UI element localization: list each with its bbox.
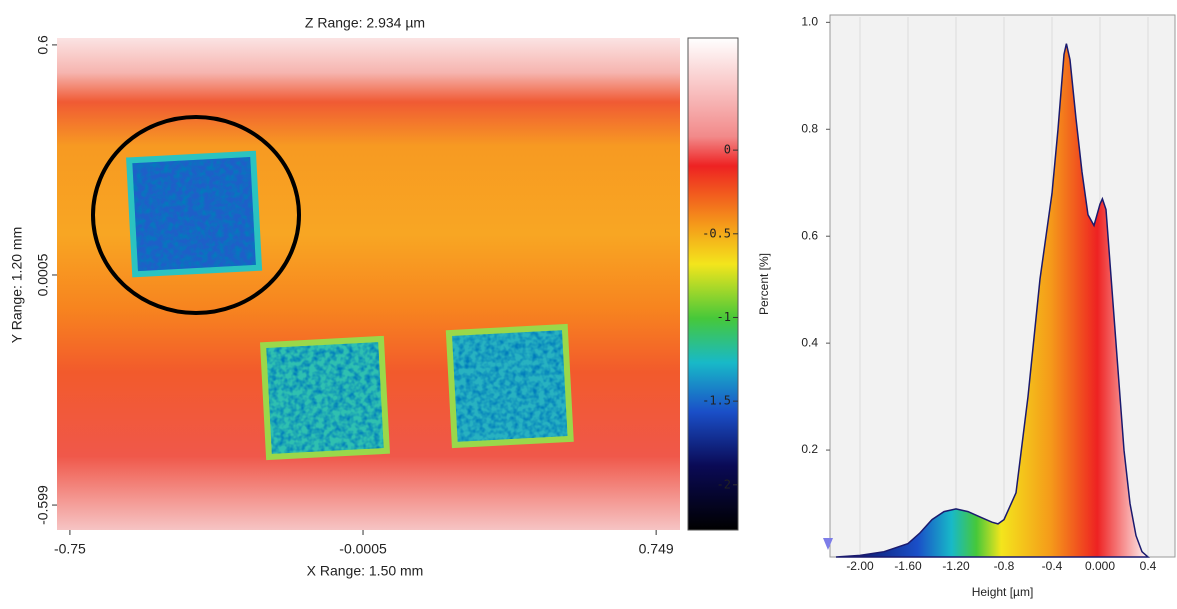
x-tick-label: -0.8 — [994, 559, 1015, 573]
y-tick-label: -0.599 — [35, 485, 51, 525]
x-tick-label: 0.000 — [1085, 559, 1115, 573]
x-tick-label: 0.4 — [1140, 559, 1157, 573]
y-tick-label: 0.8 — [801, 121, 818, 135]
y-tick-label: 0.2 — [801, 442, 818, 456]
colorbar-label: Percent [%] — [757, 253, 771, 315]
area — [835, 43, 1150, 558]
feature — [126, 150, 263, 278]
x-tick-label: 0.749 — [639, 541, 674, 557]
colorbar — [687, 37, 739, 531]
x-tick-label: -1.20 — [942, 559, 970, 573]
colorbar-tick-label: -1 — [717, 310, 731, 324]
colorbar-tick-label: -1.5 — [702, 394, 731, 408]
colorbar-tick-label: 0 — [724, 143, 731, 157]
pad-texture — [452, 330, 568, 442]
x-axis-label: X Range: 1.50 mm — [307, 563, 424, 579]
colorbar-tick-label: -2 — [717, 477, 731, 491]
y-tick-label: 0.0005 — [35, 253, 51, 296]
highlight-circle — [91, 115, 301, 315]
x-tick-label: -2.00 — [846, 559, 874, 573]
x-tick-label: -0.4 — [1042, 559, 1063, 573]
y-tick-label: 0.6 — [801, 228, 818, 242]
colorbar-tick-label: -0.5 — [702, 226, 731, 240]
pad-texture — [132, 157, 256, 272]
x-axis-label: Height [µm] — [972, 585, 1034, 599]
marker — [823, 538, 833, 550]
y-tick-label: 0.6 — [35, 35, 51, 55]
y-tick-label: 0.4 — [801, 335, 818, 349]
feature — [445, 323, 574, 449]
feature — [259, 335, 391, 461]
y-tick-label: 1.0 — [801, 15, 818, 29]
map-background — [57, 38, 680, 530]
pad-texture — [266, 342, 384, 454]
x-tick-label: -1.60 — [894, 559, 922, 573]
x-tick-label: -0.75 — [54, 541, 86, 557]
y-axis-label: Y Range: 1.20 mm — [9, 227, 25, 343]
x-tick-label: -0.0005 — [339, 541, 387, 557]
chart-title: Z Range: 2.934 µm — [305, 15, 425, 31]
height-map — [57, 37, 739, 531]
